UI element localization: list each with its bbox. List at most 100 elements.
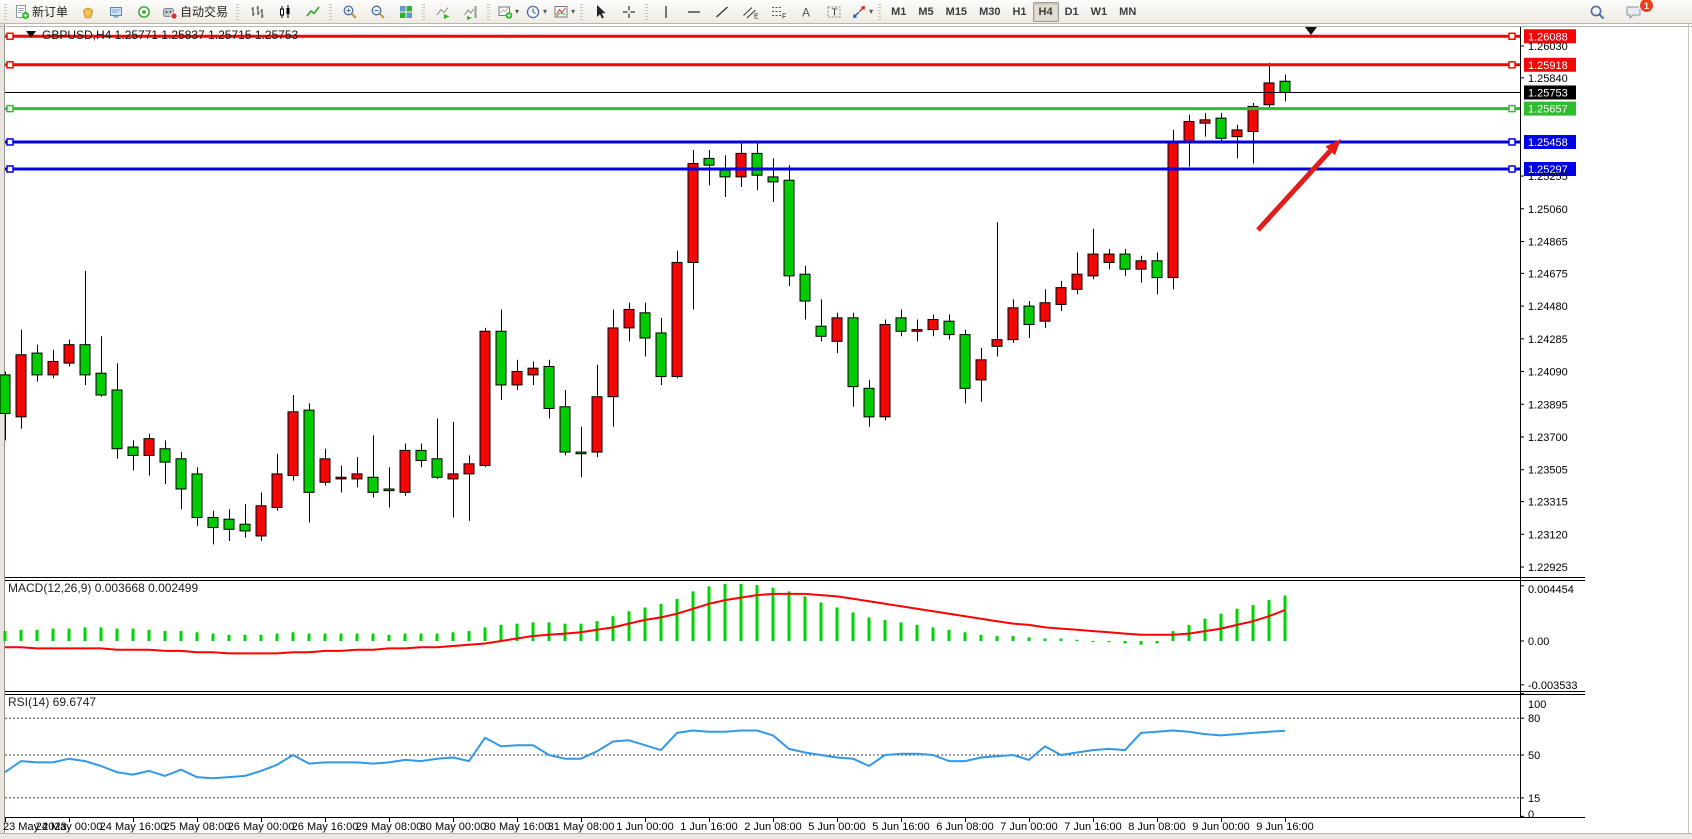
line-handle[interactable]: [1508, 32, 1516, 41]
macd-histogram-bar: [163, 631, 167, 641]
search-button[interactable]: [1584, 2, 1610, 22]
candle-bull: [687, 162, 699, 263]
candle-bear: [127, 446, 139, 456]
signals-button[interactable]: [131, 2, 157, 22]
toolbar-grip[interactable]: [645, 3, 649, 20]
macd-axis-tick: 0.00: [1528, 636, 1549, 648]
candle-bull: [463, 463, 475, 475]
text-tool-icon: A: [799, 4, 813, 20]
candle-bull: [1007, 307, 1019, 341]
macd-histogram-bar: [419, 633, 423, 641]
candle-bull: [15, 354, 27, 418]
channel-tool-button[interactable]: E: [737, 2, 763, 22]
candle-bull: [351, 473, 363, 480]
toolbar-grip[interactable]: [422, 3, 426, 20]
chart-shift-button[interactable]: [458, 2, 484, 22]
crosshair-button[interactable]: [616, 2, 642, 22]
macd-histogram-bar: [3, 631, 7, 641]
candle-bull: [1263, 82, 1275, 106]
timeframe-m30-button[interactable]: M30: [979, 5, 1001, 18]
macd-histogram-bar: [1091, 641, 1095, 642]
price-axis-tick: 1.24675: [1528, 268, 1568, 280]
timeframe-d1-button[interactable]: D1: [1064, 5, 1079, 18]
time-axis-label: 25 May 08:00: [164, 821, 231, 833]
toolbar-grip[interactable]: [487, 3, 491, 20]
price-axis-tick: 1.23895: [1528, 399, 1568, 411]
price-line-chip: [1524, 29, 1576, 44]
search-icon: [1589, 4, 1606, 21]
line-handle[interactable]: [6, 138, 14, 146]
time-axis-label: 24 May 00:00: [36, 821, 103, 833]
zoom-out-button[interactable]: [365, 2, 391, 22]
toolbar-grip[interactable]: [878, 3, 882, 20]
candle-bear: [0, 374, 11, 414]
macd-histogram-bar: [211, 633, 215, 641]
new-order-icon: [14, 4, 30, 20]
toolbar-grip[interactable]: [580, 3, 584, 20]
line-handle[interactable]: [6, 165, 14, 173]
timeframe-m1-button[interactable]: M1: [891, 5, 907, 18]
macd-histogram-bar: [947, 629, 951, 641]
line-handle[interactable]: [1508, 61, 1516, 69]
dropdown-caret-icon: ▾: [869, 7, 874, 16]
line-handle[interactable]: [1508, 104, 1516, 113]
macd-histogram-bar: [851, 612, 855, 641]
macd-histogram-bar: [1251, 605, 1255, 641]
candle-bull: [527, 367, 539, 376]
line-chart-button[interactable]: [300, 2, 326, 22]
timeframe-h4-button[interactable]: H4: [1032, 1, 1059, 22]
toolbar-grip[interactable]: [329, 3, 333, 20]
bar-chart-button[interactable]: [244, 2, 270, 22]
timeframe-mn-button[interactable]: MN: [1119, 5, 1137, 18]
price-axis-tick: 1.24480: [1528, 301, 1568, 313]
candlestick-button[interactable]: [272, 2, 298, 22]
candle-bear: [1119, 253, 1131, 270]
chat-button[interactable]: 1: [1621, 0, 1654, 22]
price-line-chip-label: 1.25657: [1528, 104, 1568, 116]
autotrade-button[interactable]: 自动交易: [159, 2, 233, 22]
down-arrow-marker[interactable]: [1305, 27, 1317, 35]
timeframe-w1-button[interactable]: W1: [1090, 5, 1108, 18]
trend-arrow-line[interactable]: [1256, 149, 1333, 232]
new-chart-button[interactable]: ▾: [495, 2, 521, 22]
candle-bull: [623, 308, 635, 329]
fibonacci-tool-button[interactable]: F: [765, 2, 791, 22]
timeframe-m5-button[interactable]: M5: [918, 5, 934, 18]
hline-tool-button[interactable]: [681, 2, 707, 22]
period-button[interactable]: ▾: [523, 2, 549, 22]
line-handle[interactable]: [1508, 138, 1516, 146]
timeframe-h1-button[interactable]: H1: [1012, 5, 1027, 18]
candle-bull: [735, 152, 747, 178]
candle-bear: [751, 152, 763, 176]
toolbar-grip[interactable]: [4, 3, 7, 20]
macd-histogram-bar: [563, 623, 567, 641]
auto-scroll-button[interactable]: [430, 2, 456, 22]
line-handle[interactable]: [6, 104, 14, 113]
timeframe-m15-button[interactable]: M15: [945, 5, 968, 18]
vline-tool-button[interactable]: [653, 2, 679, 22]
template-button[interactable]: ▾: [551, 2, 577, 22]
cursor-button[interactable]: [588, 2, 614, 22]
trend-arrow-head[interactable]: [1325, 139, 1341, 156]
candle-bear: [415, 449, 427, 461]
arrows-tool-button[interactable]: ▾: [849, 2, 875, 22]
label-tool-button[interactable]: T: [821, 2, 847, 22]
text-tool-button[interactable]: A: [793, 2, 819, 22]
line-handle[interactable]: [6, 61, 14, 69]
macd-histogram-bar: [323, 633, 327, 641]
zoom-in-button[interactable]: [337, 2, 363, 22]
new-order-button[interactable]: 新订单: [12, 2, 73, 22]
autotrade-label: 自动交易: [180, 5, 229, 19]
line-handle[interactable]: [6, 32, 14, 41]
line-handle[interactable]: [1508, 165, 1516, 173]
macd-histogram-bar: [995, 636, 999, 641]
macd-histogram-bar: [1123, 641, 1127, 644]
market-button[interactable]: [75, 2, 101, 22]
toolbar-grip[interactable]: [236, 3, 240, 20]
trendline-tool-button[interactable]: [709, 2, 735, 22]
metaeditor-button[interactable]: [103, 2, 129, 22]
label-tool-icon: T: [826, 4, 842, 20]
line-chart-icon: [305, 4, 321, 20]
tile-windows-button[interactable]: [393, 2, 419, 22]
